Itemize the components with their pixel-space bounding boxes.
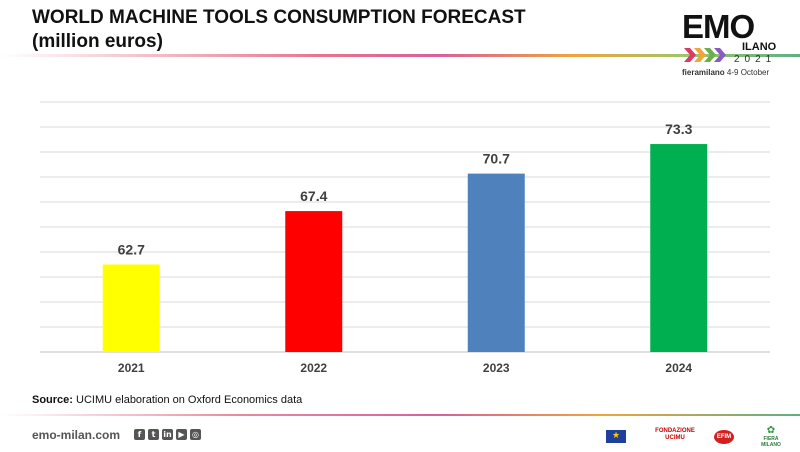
instagram-icon[interactable]: ◎ [190, 429, 201, 440]
website-link[interactable]: emo-milan.com [32, 428, 121, 442]
twitter-icon[interactable]: t [148, 429, 159, 440]
logo-milano-text: ILANO [742, 41, 777, 53]
bar-2022 [285, 211, 343, 352]
bar-chart: 62.7 67.4 70.7 73.3 2021 2022 2023 2024 [40, 101, 770, 375]
value-label-2023: 70.7 [483, 151, 510, 167]
fiera-milano-logo: ✿ FIERA MILANO [756, 425, 786, 449]
bar-2023 [467, 173, 525, 352]
chart-gridlines [40, 101, 770, 353]
title-line-2: (million euros) [32, 31, 163, 52]
value-label-2022: 67.4 [300, 188, 327, 204]
chart-x-tick-labels: 2021 2022 2023 2024 [118, 361, 693, 375]
footer-divider [0, 414, 800, 416]
x-tick-2024: 2024 [665, 361, 692, 375]
facebook-icon[interactable]: f [134, 429, 145, 440]
source-label: Source: [32, 394, 73, 406]
value-label-2024: 73.3 [665, 121, 692, 137]
bar-2024 [650, 144, 708, 352]
social-icons: f t in ▶ ◎ [134, 429, 201, 440]
emo-milano-logo: EMO ILANO 2021 fieramilano 4-9 October [682, 10, 782, 80]
eu-flag-logo [606, 430, 626, 443]
title-line-1: WORLD MACHINE TOOLS CONSUMPTION FORECAST [32, 7, 526, 28]
chart-bars [102, 144, 708, 352]
logo-emo-text: EMO [682, 8, 755, 45]
logo-year: 2021 [734, 54, 777, 65]
fiera-milano-text: FIERA MILANO [761, 436, 781, 448]
logo-dates: 4-9 October [726, 68, 770, 77]
linkedin-icon[interactable]: in [162, 429, 173, 440]
value-label-2021: 62.7 [118, 242, 145, 258]
title-divider [0, 54, 800, 57]
efim-logo: EFIM [714, 430, 734, 444]
source-note: Source: UCIMU elaboration on Oxford Econ… [32, 394, 302, 406]
slide-title: WORLD MACHINE TOOLS CONSUMPTION FORECAST… [32, 6, 526, 54]
logo-arrows-icon [684, 48, 726, 62]
logo-fiera-brand: fieramilano [682, 68, 725, 77]
fiera-milano-mark-icon: ✿ [766, 425, 776, 436]
x-tick-2023: 2023 [483, 361, 510, 375]
x-tick-2021: 2021 [118, 361, 145, 375]
logo-fiera-line: fieramilano 4-9 October [682, 68, 769, 77]
chart-value-labels: 62.7 67.4 70.7 73.3 [118, 121, 693, 257]
source-text: UCIMU elaboration on Oxford Economics da… [76, 394, 303, 406]
x-tick-2022: 2022 [300, 361, 327, 375]
youtube-icon[interactable]: ▶ [176, 429, 187, 440]
bar-2021 [102, 264, 160, 352]
ucimu-logo: FONDAZIONE UCIMU [655, 428, 695, 441]
